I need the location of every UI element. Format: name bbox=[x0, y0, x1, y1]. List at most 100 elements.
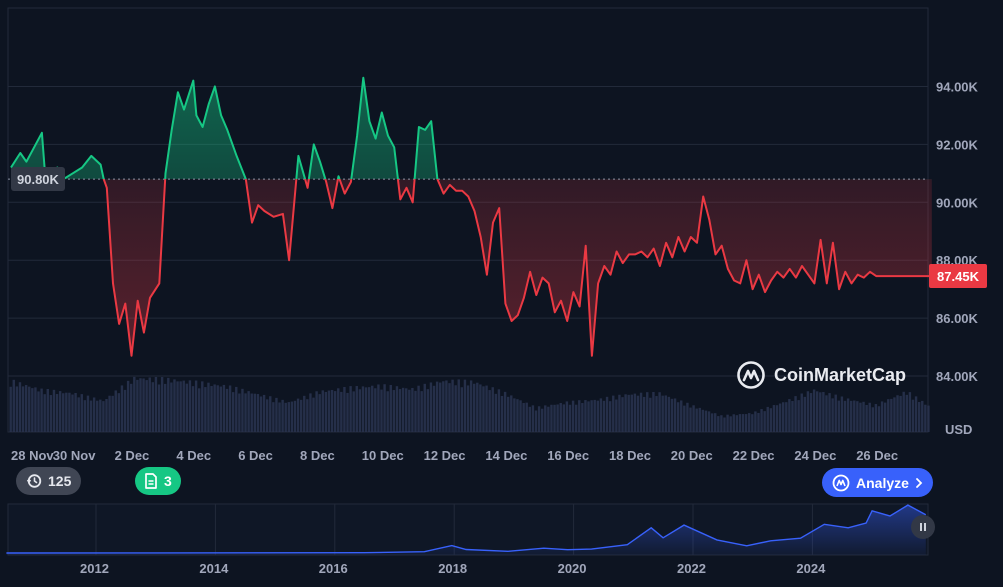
volume-bar bbox=[714, 413, 717, 432]
volume-bar bbox=[157, 384, 161, 432]
docs-badge[interactable]: 3 bbox=[135, 467, 181, 495]
volume-bar bbox=[250, 393, 253, 432]
volume-bar bbox=[785, 402, 788, 432]
volume-bar bbox=[395, 386, 399, 432]
volume-bar bbox=[540, 408, 544, 432]
volume-bar bbox=[506, 396, 510, 432]
volume-bar bbox=[253, 393, 257, 432]
volume-bar bbox=[791, 401, 794, 432]
volume-bar bbox=[241, 388, 244, 432]
volume-bar bbox=[182, 380, 185, 432]
volume-bar bbox=[349, 386, 352, 432]
pause-button[interactable] bbox=[911, 515, 935, 539]
volume-bar bbox=[197, 388, 201, 432]
volume-bar bbox=[479, 384, 482, 432]
volume-bar bbox=[568, 404, 572, 432]
volume-bar bbox=[247, 391, 250, 432]
volume-bar bbox=[887, 399, 890, 432]
chevron-right-icon bbox=[916, 477, 923, 488]
volume-bar bbox=[216, 385, 219, 432]
volume-bar bbox=[856, 401, 859, 432]
analyze-button[interactable]: Analyze bbox=[822, 468, 933, 497]
volume-bar bbox=[602, 400, 606, 432]
volume-bar bbox=[164, 383, 167, 432]
volume-bar bbox=[392, 390, 396, 432]
volume-bar bbox=[837, 400, 841, 432]
volume-bar bbox=[130, 383, 133, 432]
navigator-x-tick-label: 2018 bbox=[438, 561, 467, 576]
volume-bar bbox=[374, 388, 377, 432]
volume-bar bbox=[136, 379, 139, 432]
volume-bar bbox=[849, 400, 853, 432]
volume-bar bbox=[380, 389, 383, 432]
volume-bar bbox=[655, 396, 658, 432]
price-area bbox=[11, 77, 932, 356]
volume-bar bbox=[117, 393, 121, 432]
volume-bar bbox=[15, 386, 19, 432]
coinmarketcap-logo-icon bbox=[737, 361, 765, 389]
volume-bar bbox=[364, 387, 368, 432]
volume-bar bbox=[367, 387, 371, 432]
volume-bar bbox=[896, 395, 899, 432]
volume-bar bbox=[862, 401, 865, 432]
volume-bar bbox=[874, 404, 878, 432]
volume-bar bbox=[191, 386, 195, 432]
volume-bar bbox=[114, 390, 117, 432]
volume-bar bbox=[917, 402, 921, 432]
volume-bar bbox=[754, 411, 757, 432]
volume-bar bbox=[581, 403, 584, 432]
volume-bar bbox=[337, 388, 340, 432]
alerts-badge[interactable]: 125 bbox=[16, 467, 82, 495]
volume-bar bbox=[726, 414, 729, 432]
volume-bar bbox=[89, 400, 93, 432]
volume-bar bbox=[924, 404, 927, 432]
volume-bar bbox=[330, 389, 334, 432]
volume-bar bbox=[473, 383, 476, 432]
volume-bar bbox=[927, 405, 930, 432]
volume-bar bbox=[126, 380, 130, 432]
navigator-x-tick-label: 2012 bbox=[80, 561, 109, 576]
volume-bar bbox=[244, 393, 247, 432]
volume-bar bbox=[312, 397, 315, 432]
volume-bar bbox=[185, 383, 189, 432]
volume-bar bbox=[809, 393, 813, 432]
volume-bar bbox=[871, 407, 875, 432]
volume-bar bbox=[902, 391, 905, 432]
analyze-logo-icon bbox=[832, 474, 850, 491]
volume-bar bbox=[819, 392, 822, 432]
volume-bar bbox=[213, 384, 216, 432]
volume-bar bbox=[204, 387, 207, 432]
volume-bar bbox=[43, 394, 46, 432]
x-tick-label: 18 Dec bbox=[609, 448, 651, 463]
volume-bar bbox=[83, 400, 87, 432]
volume-bar bbox=[553, 404, 556, 432]
volume-bar bbox=[99, 399, 102, 432]
volume-bar bbox=[868, 402, 871, 432]
volume-bar bbox=[201, 381, 204, 432]
volume-bar bbox=[584, 400, 587, 432]
volume-bar bbox=[516, 399, 519, 432]
volume-bar bbox=[639, 392, 643, 432]
volume-bar bbox=[40, 388, 43, 432]
volume-bar bbox=[96, 400, 99, 432]
volume-bar bbox=[238, 393, 241, 432]
volume-bar bbox=[812, 389, 816, 432]
navigator-area bbox=[6, 505, 926, 555]
volume-bar bbox=[340, 391, 343, 432]
volume-bar bbox=[142, 378, 145, 432]
volume-bar bbox=[738, 414, 742, 432]
volume-bar bbox=[120, 385, 124, 432]
volume-bar bbox=[704, 410, 708, 432]
volume-bar bbox=[571, 400, 575, 432]
volume-bar bbox=[188, 380, 192, 432]
volume-bar bbox=[426, 389, 430, 432]
volume-bar bbox=[562, 404, 566, 432]
volume-bar bbox=[148, 377, 151, 432]
analyze-label: Analyze bbox=[856, 474, 909, 491]
current-price-label: 87.45K bbox=[929, 264, 987, 289]
volume-bar bbox=[692, 405, 695, 432]
volume-bar bbox=[272, 402, 275, 432]
volume-bar bbox=[627, 394, 630, 432]
volume-bar bbox=[661, 395, 664, 432]
